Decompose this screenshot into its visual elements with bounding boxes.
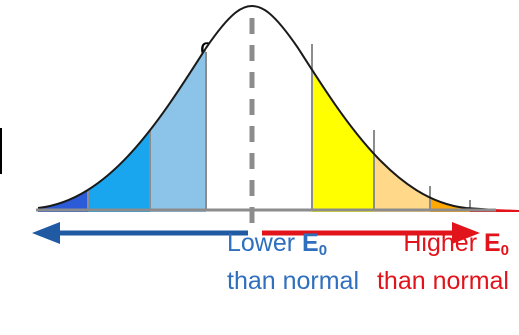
band-center: [206, 6, 312, 212]
higher-label-prefix: Higher: [403, 229, 484, 257]
band-far-right: [470, 6, 519, 212]
lower-label-subscript: 0: [318, 242, 328, 259]
right-arrow: [262, 222, 480, 244]
band-left-3: [88, 6, 150, 212]
band-right-1: [312, 6, 374, 212]
higher-label-symbol: E: [483, 229, 501, 257]
lower-label-symbol: E: [302, 229, 319, 257]
higher-label-line2: than normal: [376, 267, 509, 295]
left-arrow: [32, 222, 248, 244]
shaded-bands: [38, 6, 519, 212]
higher-label-line1: Higher E0: [377, 228, 509, 266]
band-right-3: [430, 6, 470, 212]
lower-label-prefix: Lower: [227, 229, 303, 257]
left-edge-mark: [0, 128, 2, 174]
higher-label-subscript: 0: [500, 242, 509, 259]
band-left-1: [150, 6, 206, 212]
bell-curve: [37, 4, 497, 211]
lower-label: Lower E0 than normal: [227, 228, 359, 296]
band-far-left: [38, 6, 88, 212]
band-dividers: [87, 44, 471, 210]
lower-label-line1: Lower E0: [227, 228, 359, 266]
higher-label: Higher E0 than normal: [377, 228, 509, 296]
lower-label-line2: than normal: [227, 267, 360, 295]
